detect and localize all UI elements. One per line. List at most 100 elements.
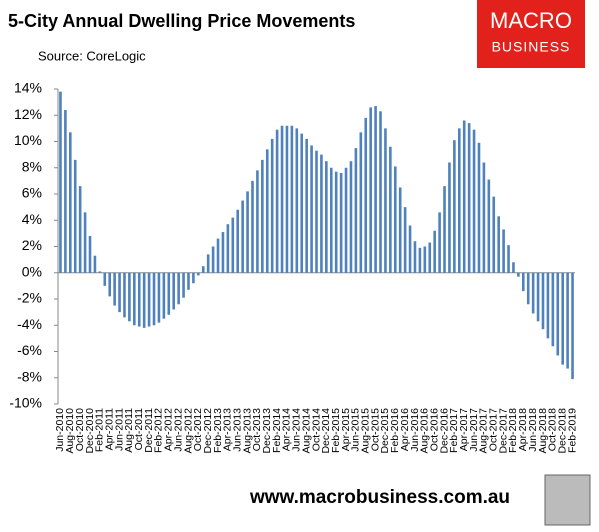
bar: [477, 142, 481, 273]
bar: [300, 133, 304, 273]
x-tick-label: Oct-2010: [74, 408, 86, 451]
bar: [241, 200, 244, 273]
bar: [492, 196, 496, 273]
bar: [275, 129, 279, 273]
bar: [325, 161, 328, 273]
x-tick-label: Feb-2013: [212, 408, 224, 453]
bar: [251, 180, 254, 273]
bar: [571, 272, 574, 380]
bar: [349, 161, 353, 273]
bar: [329, 167, 333, 273]
bar: [526, 272, 530, 305]
bar: [261, 159, 264, 273]
bar: [256, 170, 259, 273]
bar: [433, 230, 436, 273]
x-tick-label: Dec-2010: [84, 408, 96, 454]
x-tick-label: Oct-2011: [133, 408, 145, 451]
bar: [295, 128, 299, 273]
x-tick-label: Aug-2016: [419, 408, 431, 454]
bar: [403, 207, 407, 273]
bar: [497, 216, 500, 273]
bar: [64, 110, 67, 273]
bar: [517, 272, 520, 277]
x-tick-label: Jun-2011: [113, 408, 125, 451]
x-tick-label: Jun-2015: [350, 408, 362, 452]
bar: [472, 129, 476, 273]
bar: [246, 191, 249, 273]
y-tick-label: -6%: [17, 342, 42, 358]
bar: [285, 125, 289, 273]
bar: [133, 272, 136, 326]
x-tick-label: Dec-2014: [320, 408, 332, 454]
x-tick-label: Oct-2014: [310, 408, 322, 451]
footer-url: www.macrobusiness.com.au: [249, 487, 510, 508]
x-tick-label: Feb-2017: [448, 408, 460, 453]
x-tick-label: Oct-2017: [488, 408, 500, 451]
x-tick-label: Dec-2018: [556, 408, 568, 454]
x-tick-label: Dec-2016: [438, 408, 450, 454]
bar: [384, 128, 387, 273]
x-tick-label: Feb-2018: [507, 408, 519, 453]
x-tick-label: Oct-2013: [251, 408, 263, 451]
y-tick-label: 2%: [22, 237, 42, 253]
x-tick-label: Jun-2017: [468, 408, 480, 452]
bar: [507, 245, 510, 273]
x-tick-label: Apr-2015: [340, 408, 352, 451]
bar: [78, 186, 82, 273]
x-tick-label: Apr-2017: [458, 408, 470, 451]
bar: [192, 272, 195, 284]
logo-image: [544, 474, 591, 526]
x-tick-label: Jun-2016: [409, 408, 421, 452]
bar: [265, 149, 269, 273]
bar: [177, 272, 180, 305]
bar: [418, 247, 422, 273]
x-tick-label: Apr-2014: [281, 408, 293, 451]
bar: [364, 117, 368, 273]
x-tick-label: Aug-2011: [123, 408, 135, 453]
bar: [546, 272, 550, 339]
bar: [344, 167, 348, 273]
x-tick-label: Dec-2013: [261, 408, 273, 454]
x-tick-label: Oct-2016: [428, 408, 440, 451]
bar: [197, 272, 200, 276]
bar: [69, 132, 72, 273]
bar: [502, 229, 505, 273]
bar: [290, 125, 294, 273]
bar: [152, 272, 156, 326]
bar: [137, 272, 141, 327]
bar: [522, 272, 525, 292]
y-tick-label: -4%: [17, 316, 42, 332]
x-tick-label: Aug-2010: [64, 408, 76, 454]
y-tick-label: 0%: [22, 263, 42, 279]
bar: [423, 246, 427, 273]
bar: [310, 145, 313, 273]
chart-title: 5-City Annual Dwelling Price Movements: [8, 11, 355, 31]
bar: [334, 171, 338, 273]
x-tick-label: Aug-2015: [360, 408, 372, 454]
x-tick-label: Aug-2018: [537, 408, 549, 454]
bar: [448, 162, 451, 273]
bar: [226, 224, 230, 273]
bar: [379, 111, 382, 273]
y-tick-label: -2%: [17, 290, 42, 306]
x-tick-label: Feb-2015: [330, 408, 342, 453]
x-tick-label: Apr-2016: [399, 408, 411, 451]
y-tick-label: -10%: [9, 395, 42, 411]
x-tick-label: Dec-2017: [497, 408, 509, 454]
y-tick-label: 6%: [22, 185, 42, 201]
y-tick-label: 10%: [14, 132, 42, 148]
x-tick-label: Jun-2013: [232, 408, 244, 452]
logo-box: [477, 0, 585, 68]
x-tick-label: Dec-2011: [143, 408, 155, 453]
bar: [541, 272, 545, 330]
x-tick-label: Jun-2012: [172, 408, 184, 452]
bar: [339, 173, 343, 273]
bar: [88, 236, 92, 273]
bar: [369, 107, 372, 273]
x-tick-label: Feb-2011: [94, 408, 106, 452]
bar: [512, 262, 515, 273]
y-tick-label: 4%: [22, 211, 42, 227]
x-tick-label: Jun-2014: [291, 408, 303, 452]
bar: [566, 272, 569, 369]
